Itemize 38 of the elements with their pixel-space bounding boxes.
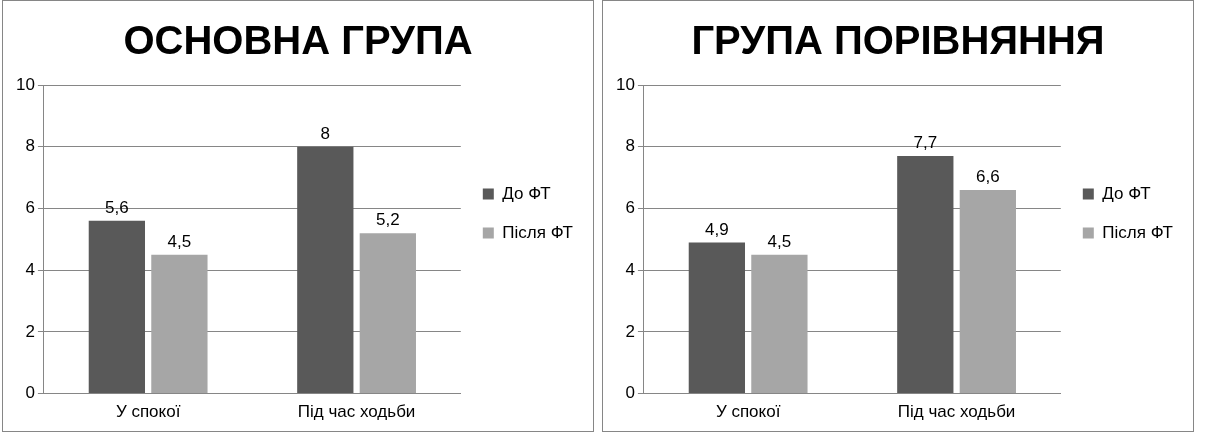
data-label: 4,5 — [167, 231, 192, 251]
legend-label: До ФТ — [502, 183, 551, 203]
chart-title: ГРУПА ПОРІВНЯННЯ — [691, 18, 1105, 63]
data-label: 7,7 — [913, 133, 938, 153]
bar — [297, 146, 354, 394]
legend-label: До ФТ — [1102, 183, 1151, 203]
y-tick-label: 0 — [625, 383, 635, 403]
y-tick-label: 2 — [25, 321, 35, 341]
y-tick-label: 10 — [615, 74, 635, 94]
y-tick-label: 8 — [625, 136, 635, 156]
data-label: 5,6 — [105, 197, 129, 217]
y-tick-label: 6 — [25, 198, 35, 218]
data-label: 6,6 — [976, 167, 1000, 187]
legend-label: Після ФТ — [502, 222, 574, 242]
x-tick-label: У спокої — [115, 402, 181, 422]
bar — [959, 189, 1016, 394]
x-tick-label: У спокої — [715, 402, 781, 422]
data-label: 5,2 — [376, 210, 400, 230]
y-tick-label: 8 — [25, 136, 35, 156]
legend-label: Після ФТ — [1102, 222, 1174, 242]
bar — [359, 233, 416, 394]
data-label: 4,5 — [767, 231, 792, 251]
bar — [88, 220, 146, 394]
data-label: 4,9 — [705, 219, 729, 239]
data-label: 8 — [320, 123, 331, 143]
y-tick-label: 6 — [625, 198, 635, 218]
bar — [751, 254, 808, 394]
y-tick-label: 4 — [625, 259, 635, 279]
bar — [151, 254, 208, 394]
chart-title: ОСНОВНА ГРУПА — [123, 18, 473, 63]
y-tick-label: 4 — [25, 259, 35, 279]
y-tick-label: 10 — [15, 74, 35, 94]
y-tick-label: 2 — [625, 321, 635, 341]
x-tick-label: Під час ходьби — [897, 402, 1016, 422]
bar — [688, 242, 746, 394]
y-tick-label: 0 — [25, 383, 35, 403]
bar — [897, 155, 954, 394]
x-tick-label: Під час ходьби — [297, 402, 416, 422]
